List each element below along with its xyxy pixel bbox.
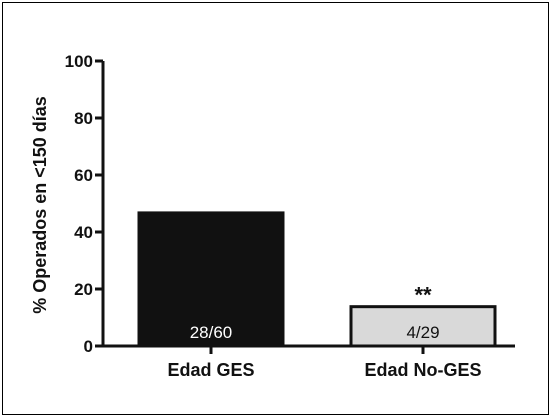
bar-count-label: 28/60	[190, 323, 233, 342]
y-axis-label: % Operados en <150 días	[30, 96, 50, 314]
y-tick-label: 20	[74, 280, 93, 299]
x-category-label: Edad No-GES	[364, 360, 481, 380]
y-tick-label: 80	[74, 109, 93, 128]
x-category-label: Edad GES	[167, 360, 254, 380]
significance-marker: **	[414, 283, 432, 308]
bar-count-label: 4/29	[406, 323, 439, 342]
x-axis: Edad GES Edad No-GES	[102, 344, 515, 380]
bar	[349, 305, 497, 348]
bar	[137, 211, 285, 348]
y-tick-label: 0	[84, 337, 93, 356]
y-tick-label: 100	[65, 52, 93, 71]
y-tick-label: 40	[74, 223, 93, 242]
y-tick-label: 60	[74, 166, 93, 185]
y-axis: 0 20 40 60 80 100	[65, 52, 105, 356]
bars: 28/60 4/29 **	[137, 211, 497, 348]
